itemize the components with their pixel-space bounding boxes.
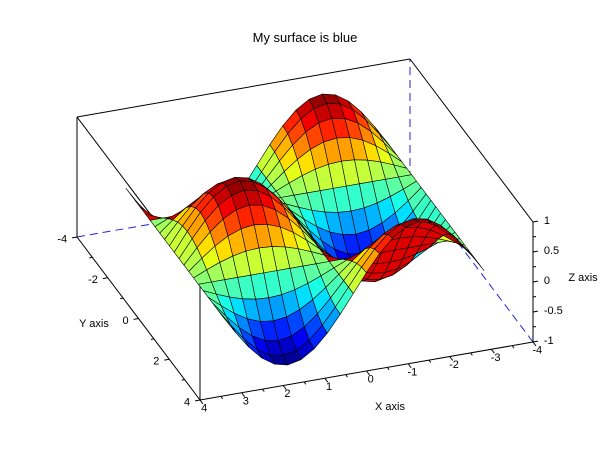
x-axis-tick bbox=[220, 396, 224, 400]
z-axis-tick bbox=[532, 280, 539, 283]
z-axis-title: Z axis bbox=[568, 272, 598, 284]
x-axis-tick bbox=[511, 345, 515, 349]
surface-facet bbox=[135, 200, 154, 217]
z-tick-label: 1 bbox=[544, 215, 550, 227]
box-edge bbox=[409, 58, 534, 223]
y-tick-label: 0 bbox=[122, 315, 128, 327]
x-axis-tick bbox=[282, 385, 287, 390]
y-axis-tick bbox=[71, 236, 78, 239]
z-axis-tick bbox=[532, 265, 537, 268]
x-tick-label: -2 bbox=[449, 359, 459, 371]
z-axis-tick bbox=[532, 250, 539, 253]
chart-title: My surface is blue bbox=[253, 30, 358, 45]
box-edge bbox=[76, 58, 411, 118]
z-tick-label: -1 bbox=[544, 335, 554, 347]
z-axis-tick bbox=[532, 340, 539, 343]
y-axis-tick bbox=[194, 399, 201, 402]
y-axis-tick bbox=[89, 256, 93, 259]
x-axis-tick bbox=[345, 374, 348, 378]
x-axis-tick bbox=[386, 367, 390, 371]
y-tick-label: -2 bbox=[88, 274, 98, 286]
x-tick-label: -4 bbox=[532, 345, 542, 357]
y-axis-tick bbox=[164, 358, 170, 361]
z-tick-label: -0.5 bbox=[544, 305, 563, 317]
x-axis-tick bbox=[303, 381, 307, 385]
x-axis-tick bbox=[470, 352, 473, 356]
x-tick-label: 4 bbox=[201, 403, 207, 415]
surface-facet bbox=[217, 309, 236, 333]
x-tick-label: 1 bbox=[326, 381, 332, 393]
z-axis-tick bbox=[532, 310, 539, 313]
y-axis-tick bbox=[120, 297, 124, 300]
z-axis-tick bbox=[532, 325, 537, 328]
x-axis-tick bbox=[324, 377, 329, 383]
x-tick-label: 0 bbox=[368, 374, 374, 386]
surface-mesh bbox=[125, 93, 485, 366]
y-axis-tick bbox=[150, 338, 154, 340]
x-axis-tick bbox=[490, 348, 495, 354]
x-axis-tick bbox=[199, 399, 204, 405]
y-tick-label: 2 bbox=[153, 356, 159, 368]
z-axis-tick bbox=[532, 220, 539, 223]
x-axis-tick bbox=[532, 341, 537, 347]
axis-tick-labels: 4 3 2 1 0 -1 -2 -3 -4 4 2 0 -2 -4 1 0.5 0 -0.5 -1 bbox=[57, 215, 562, 414]
x-axis-tick bbox=[407, 363, 412, 369]
y-axis-tick bbox=[102, 277, 108, 280]
x-axis-tick bbox=[241, 392, 246, 398]
y-tick-label: -4 bbox=[57, 233, 67, 245]
x-tick-label: 3 bbox=[243, 395, 249, 407]
axis-ticks bbox=[71, 220, 539, 405]
z-tick-label: 0.5 bbox=[544, 245, 559, 257]
y-axis-tick bbox=[133, 318, 139, 320]
x-tick-label: -1 bbox=[407, 366, 417, 378]
z-axis-tick bbox=[532, 295, 537, 298]
x-tick-label: -3 bbox=[491, 352, 501, 364]
x-tick-label: 2 bbox=[284, 388, 290, 400]
x-axis-tick bbox=[366, 370, 370, 376]
z-axis-tick bbox=[532, 235, 537, 238]
y-axis-title: Y axis bbox=[79, 318, 109, 330]
z-tick-label: 0 bbox=[544, 275, 550, 287]
y-axis-tick bbox=[181, 379, 185, 381]
x-axis-tick bbox=[428, 359, 432, 363]
x-axis-title: X axis bbox=[375, 401, 405, 413]
x-axis-tick bbox=[449, 356, 454, 361]
y-tick-label: 4 bbox=[184, 396, 190, 408]
x-axis-tick bbox=[262, 388, 265, 392]
